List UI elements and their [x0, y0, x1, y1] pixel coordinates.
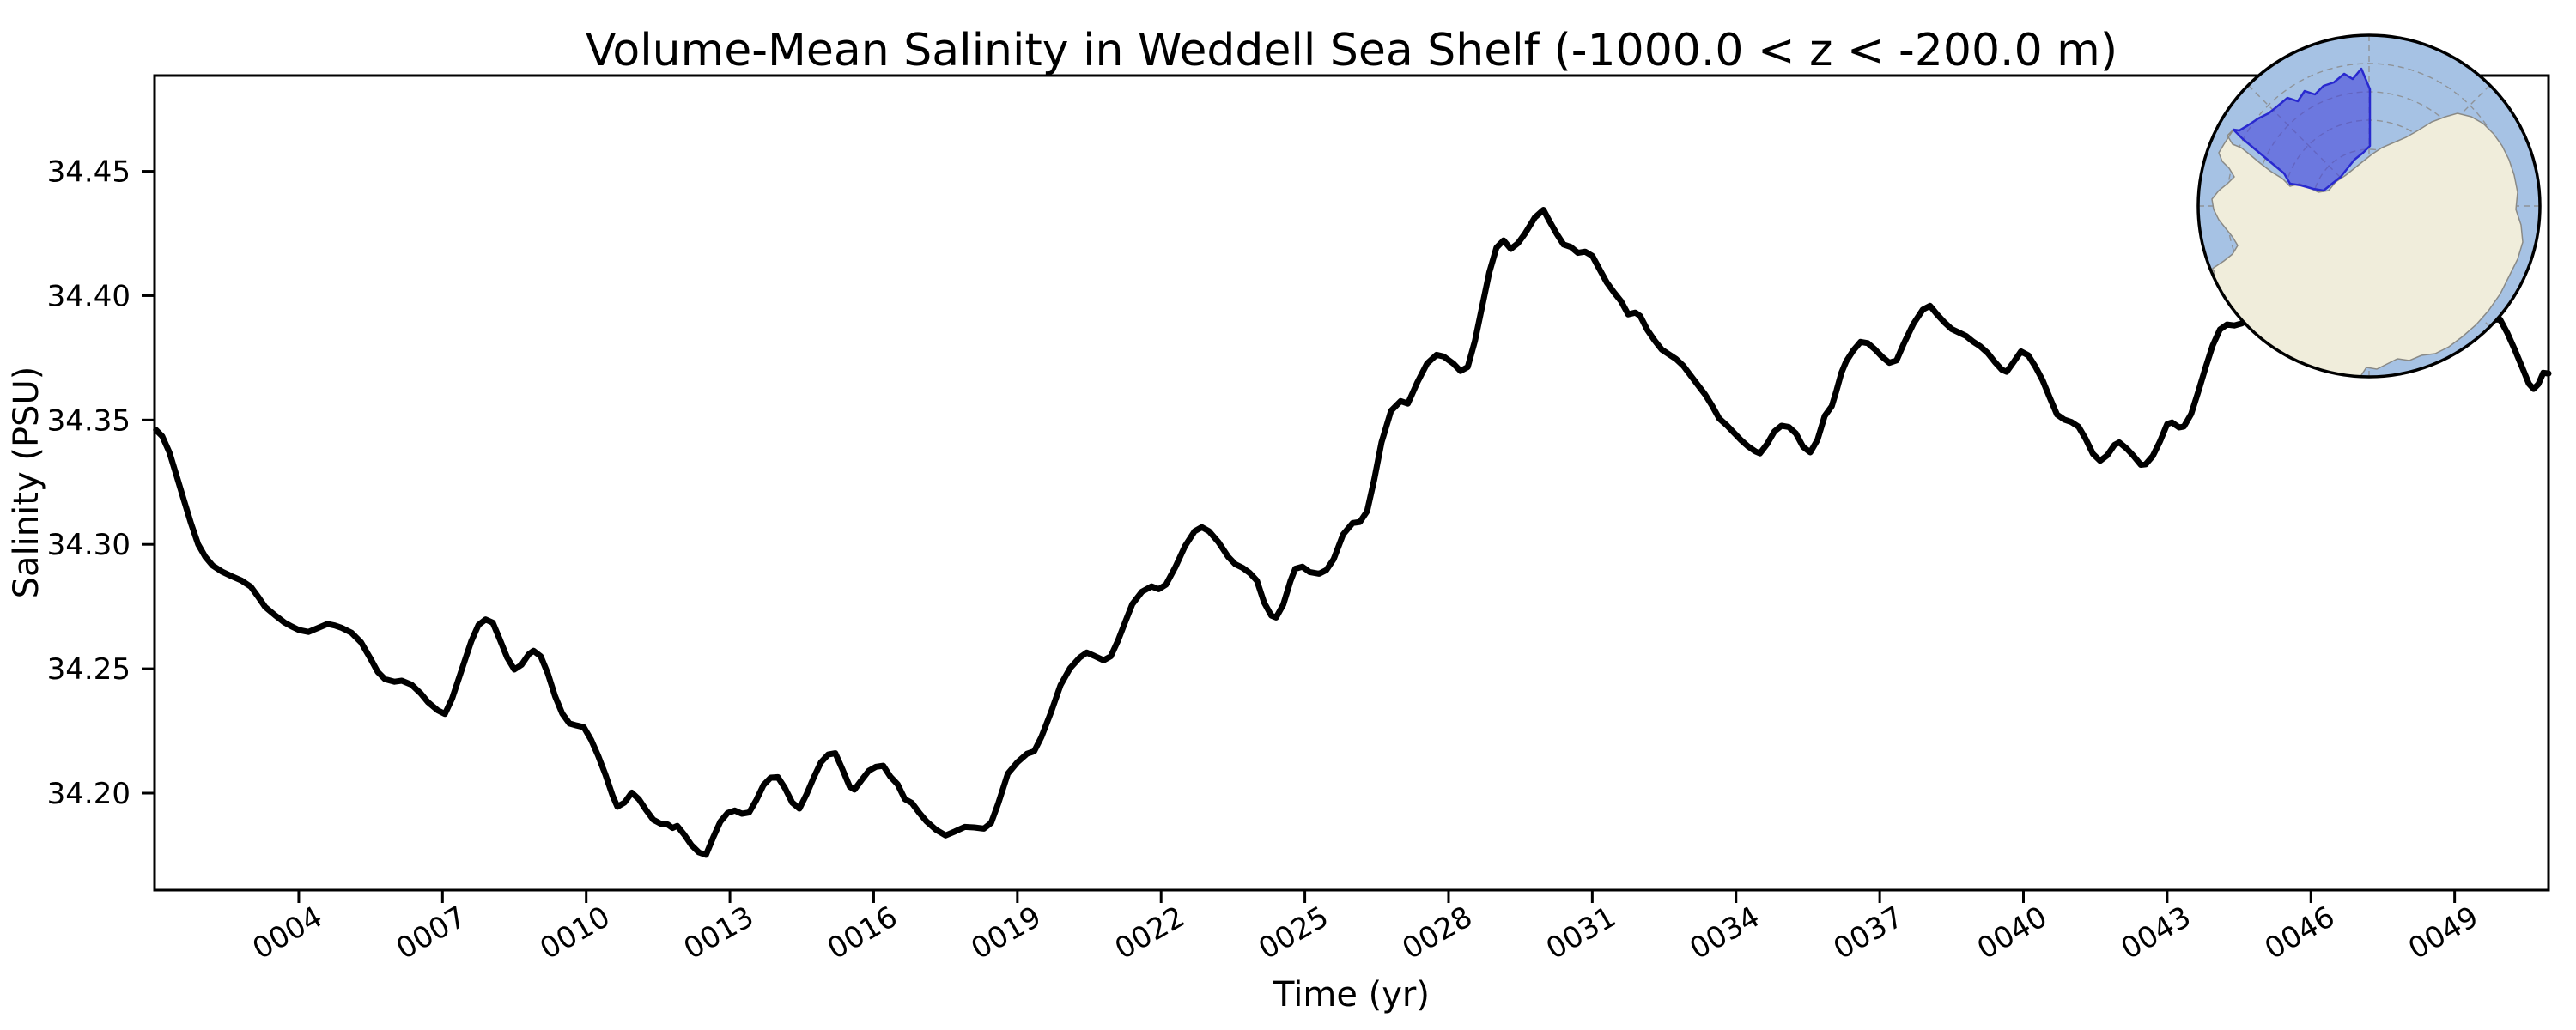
y-tick-label: 34.35	[47, 403, 131, 438]
x-tick-label: 0022	[1109, 900, 1191, 966]
x-tick-label: 0019	[965, 900, 1047, 966]
x-tick-label: 0013	[678, 900, 760, 966]
plot-frame	[153, 74, 2550, 892]
x-tick-label: 0004	[246, 900, 328, 966]
salinity-timeseries-line	[153, 207, 2552, 858]
x-tick-label: 0037	[1828, 900, 1910, 966]
x-tick-label: 0040	[1971, 900, 2053, 966]
antarctica-inset-map	[2196, 33, 2542, 379]
x-tick-label: 0016	[822, 900, 903, 966]
y-tick-label: 34.45	[47, 155, 131, 190]
x-tick-label: 0046	[2259, 900, 2341, 966]
x-tick-label: 0034	[1684, 900, 1765, 966]
y-axis-label: Salinity (PSU)	[7, 367, 46, 599]
x-tick-label: 0010	[534, 900, 616, 966]
x-axis-ticks: 0004 0007 0010 0013 0016 0019 0022 0025 0028 0031…	[246, 890, 2484, 966]
x-tick-label: 0028	[1397, 900, 1479, 966]
y-tick-label: 34.20	[47, 777, 131, 811]
antarctica-landmass	[2201, 112, 2524, 377]
x-tick-label: 0025	[1253, 900, 1334, 966]
x-tick-label: 0049	[2403, 900, 2484, 966]
x-tick-label: 0007	[391, 900, 472, 966]
y-tick-label: 34.40	[47, 279, 131, 313]
y-axis-ticks: 34.20 34.25 34.30 34.35 34.40 34.45	[47, 155, 155, 811]
chart-title: Volume-Mean Salinity in Weddell Sea Shel…	[586, 25, 2117, 76]
x-axis-label: Time (yr)	[1273, 975, 1430, 1015]
weddell-shelf-highlight-region	[2232, 67, 2372, 192]
x-tick-label: 0043	[2115, 900, 2196, 966]
y-tick-label: 34.30	[47, 528, 131, 562]
y-tick-label: 34.25	[47, 652, 131, 687]
inset-globe-outline	[2196, 33, 2542, 379]
x-tick-label: 0031	[1540, 900, 1622, 966]
